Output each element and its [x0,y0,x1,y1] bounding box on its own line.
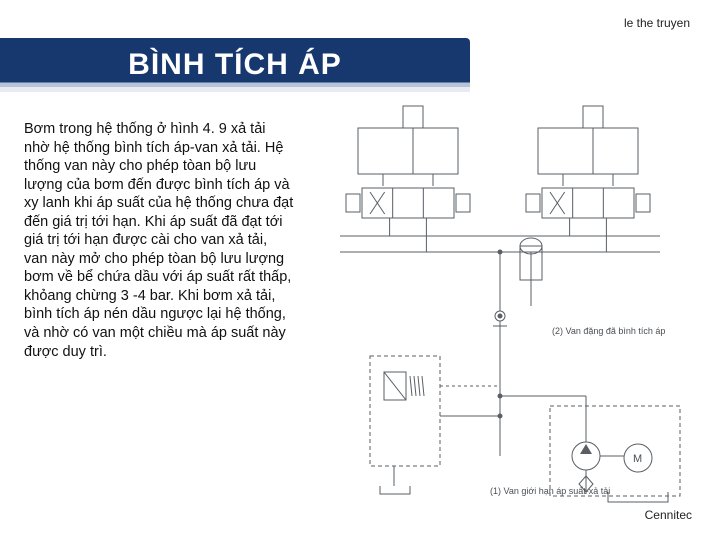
svg-text:(2) Van đặng đã bình tích áp: (2) Van đặng đã bình tích áp [552,326,665,336]
title-text: BÌNH TÍCH ÁP [128,48,342,82]
body-paragraph: Bơm trong hệ thống ở hình 4. 9 xả tải nh… [24,120,294,361]
svg-text:(1) Van giới hạn áp suất-xả tả: (1) Van giới hạn áp suất-xả tải [490,486,610,496]
footer-brand: Cennitec [645,508,692,522]
title-bar: BÌNH TÍCH ÁP [0,38,470,92]
svg-text:M: M [633,453,642,465]
header-author: le the truyen [624,16,690,30]
hydraulic-diagram: M (2) Van đặng đã bình tích áp (1) Van giớ… [300,96,700,506]
hydraulic-svg: M (2) Van đặng đã bình tích áp (1) Van giớ… [300,96,700,506]
slide-page: le the truyen BÌNH TÍCH ÁP Bơm trong hệ … [0,0,720,540]
